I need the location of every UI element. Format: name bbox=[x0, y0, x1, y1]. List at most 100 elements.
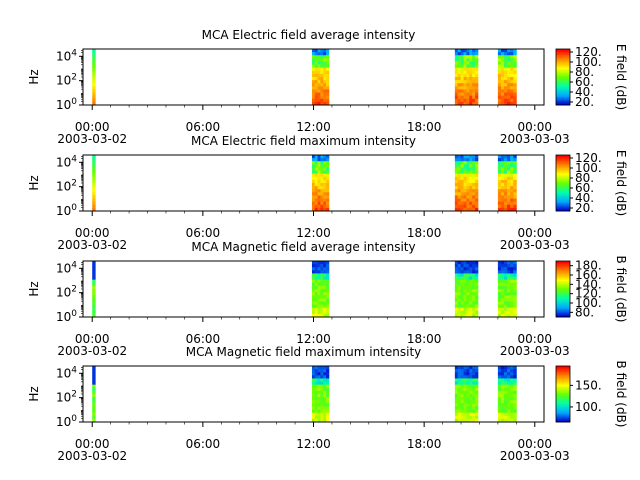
heatmap-cell bbox=[454, 403, 459, 407]
heatmap-cell bbox=[457, 276, 462, 281]
heatmap-cell bbox=[497, 58, 502, 62]
heatmap-cell bbox=[314, 186, 318, 190]
heatmap-cell bbox=[475, 55, 479, 59]
colorbar-swatch bbox=[556, 171, 570, 174]
heatmap-cell bbox=[92, 273, 96, 277]
heatmap-cell bbox=[314, 67, 318, 72]
heatmap-cell bbox=[472, 292, 476, 296]
heatmap-cell bbox=[454, 384, 459, 389]
heatmap-cell bbox=[314, 201, 318, 206]
colorbar-swatch bbox=[556, 371, 570, 374]
heatmap-cell bbox=[510, 92, 514, 97]
colorbar-swatch bbox=[556, 385, 570, 388]
heatmap-cell bbox=[469, 89, 473, 93]
heatmap-cell bbox=[320, 92, 324, 97]
heatmap-cell bbox=[463, 176, 467, 181]
heatmap-cell bbox=[507, 67, 511, 72]
heatmap-cell bbox=[320, 369, 324, 373]
heatmap-cell bbox=[463, 58, 467, 62]
heatmap-cell bbox=[475, 173, 479, 178]
heatmap-cell bbox=[510, 276, 514, 281]
heatmap-cell bbox=[510, 270, 514, 274]
heatmap-cell bbox=[311, 70, 316, 75]
heatmap-cell bbox=[475, 276, 479, 281]
heatmap-cell bbox=[323, 198, 327, 203]
heatmap-cell bbox=[497, 95, 502, 100]
heatmap-cell bbox=[311, 270, 316, 274]
heatmap-cell bbox=[454, 412, 459, 417]
colorbar-tick-label: 60. bbox=[575, 181, 594, 195]
heatmap-cell bbox=[475, 412, 479, 417]
heatmap-cell bbox=[469, 61, 473, 65]
heatmap-cell bbox=[500, 176, 505, 181]
heatmap-cell bbox=[320, 403, 324, 407]
colorbar-swatch bbox=[556, 269, 570, 272]
heatmap-cell bbox=[513, 95, 517, 100]
heatmap-cell bbox=[507, 276, 511, 281]
heatmap-cell bbox=[320, 158, 324, 162]
heatmap-cell bbox=[500, 313, 505, 318]
heatmap-cell bbox=[472, 310, 476, 315]
heatmap-cell bbox=[317, 83, 321, 87]
colorbar-swatch bbox=[556, 366, 570, 368]
heatmap-cell bbox=[317, 167, 321, 171]
heatmap-cell bbox=[513, 273, 517, 277]
heatmap-cell bbox=[463, 55, 467, 59]
heatmap-cell bbox=[323, 173, 327, 178]
heatmap-cell bbox=[504, 310, 508, 315]
heatmap-cell bbox=[513, 384, 517, 389]
colorbar-swatch bbox=[556, 408, 570, 410]
x-date-label: 2003-03-02 bbox=[57, 132, 127, 146]
heatmap-cell bbox=[326, 189, 330, 193]
heatmap-cell bbox=[311, 313, 316, 318]
heatmap-cell bbox=[92, 289, 96, 293]
heatmap-cell bbox=[469, 49, 473, 53]
heatmap-cell bbox=[504, 201, 508, 206]
heatmap-cell bbox=[454, 292, 459, 296]
heatmap-cell bbox=[317, 207, 321, 212]
heatmap-cell bbox=[507, 378, 511, 382]
heatmap-cell bbox=[507, 397, 511, 401]
x-date-label: 2003-03-02 bbox=[57, 344, 127, 358]
heatmap-cell bbox=[314, 279, 318, 284]
heatmap-cell bbox=[500, 310, 505, 315]
heatmap-cell bbox=[504, 403, 508, 407]
heatmap-cell bbox=[320, 164, 324, 168]
heatmap-cell bbox=[457, 67, 462, 72]
colorbar-swatch bbox=[556, 178, 570, 181]
heatmap-cell bbox=[504, 64, 508, 69]
heatmap-cell bbox=[92, 369, 96, 373]
heatmap-cell bbox=[454, 282, 459, 287]
heatmap-cell bbox=[475, 292, 479, 296]
heatmap-cell bbox=[460, 375, 464, 379]
heatmap-cell bbox=[460, 289, 464, 293]
heatmap-cell bbox=[466, 310, 470, 315]
heatmap-cell bbox=[460, 403, 464, 407]
x-tick-label: 12:00 bbox=[296, 120, 331, 134]
heatmap-cell bbox=[311, 198, 316, 203]
colorbar-swatch bbox=[556, 195, 570, 198]
heatmap-cell bbox=[320, 387, 324, 392]
heatmap-cell bbox=[500, 261, 505, 265]
heatmap-cell bbox=[314, 406, 318, 410]
heatmap-cell bbox=[314, 179, 318, 184]
heatmap-cell bbox=[472, 67, 476, 72]
heatmap-data bbox=[92, 366, 517, 423]
heatmap-cell bbox=[500, 70, 505, 75]
heatmap-cell bbox=[504, 394, 508, 398]
heatmap-cell bbox=[326, 307, 330, 312]
heatmap-cell bbox=[504, 89, 508, 93]
heatmap-cell bbox=[320, 282, 324, 287]
heatmap-cell bbox=[497, 412, 502, 417]
heatmap-cell bbox=[475, 49, 479, 53]
heatmap-cell bbox=[466, 289, 470, 293]
heatmap-cell bbox=[323, 201, 327, 206]
heatmap-cell bbox=[317, 375, 321, 379]
heatmap-cell bbox=[469, 55, 473, 59]
heatmap-cell bbox=[507, 189, 511, 193]
heatmap-cell bbox=[500, 279, 505, 284]
heatmap-cell bbox=[500, 192, 505, 196]
heatmap-cell bbox=[463, 95, 467, 100]
heatmap-cell bbox=[311, 384, 316, 389]
heatmap-cell bbox=[454, 67, 459, 72]
